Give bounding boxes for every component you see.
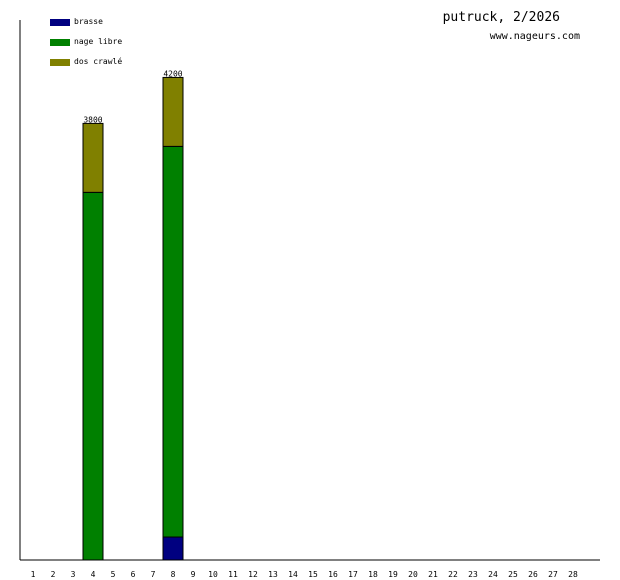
x-tick-label: 9 — [191, 570, 196, 579]
legend-swatch-nage-libre — [50, 39, 70, 46]
legend-swatch-dos-crawle — [50, 59, 70, 66]
x-tick-label: 28 — [568, 570, 578, 579]
x-tick-label: 16 — [328, 570, 338, 579]
x-tick-label: 13 — [268, 570, 278, 579]
legend-label-dos-crawle: dos crawlé — [74, 57, 123, 66]
bar-segment — [162, 76, 184, 147]
legend-label-nage-libre: nage libre — [74, 37, 123, 46]
bar-segment — [162, 145, 184, 538]
x-tick-label: 20 — [408, 570, 418, 579]
x-tick-label: 18 — [368, 570, 378, 579]
x-tick-label: 17 — [348, 570, 358, 579]
x-tick-label: 19 — [388, 570, 398, 579]
x-tick-label: 7 — [151, 570, 156, 579]
x-tick-label: 11 — [228, 570, 238, 579]
x-tick-label: 12 — [248, 570, 258, 579]
x-tick-label: 21 — [428, 570, 438, 579]
x-tick-label: 5 — [111, 570, 116, 579]
x-tick-label: 8 — [171, 570, 176, 579]
bar-segment — [82, 122, 104, 193]
x-tick-label: 10 — [208, 570, 218, 579]
x-tick-label: 14 — [288, 570, 298, 579]
x-tick-label: 24 — [488, 570, 498, 579]
x-tick-label: 1 — [31, 570, 36, 579]
x-tick-label: 27 — [548, 570, 558, 579]
chart-title: putruck, 2/2026 — [442, 10, 560, 25]
x-tick-label: 15 — [308, 570, 318, 579]
bar-total-label: 4200 — [163, 69, 182, 78]
legend-label-brasse: brasse — [74, 17, 103, 26]
bar-total-label: 3800 — [83, 115, 102, 124]
x-tick-label: 23 — [468, 570, 478, 579]
x-tick-label: 4 — [91, 570, 96, 579]
x-tick-label: 3 — [71, 570, 76, 579]
x-tick-label: 6 — [131, 570, 136, 579]
bar-segment — [162, 536, 184, 561]
bar-segment — [82, 191, 104, 561]
x-tick-label: 26 — [528, 570, 538, 579]
x-tick-label: 25 — [508, 570, 518, 579]
legend-swatch-brasse — [50, 19, 70, 26]
chart-subtitle: www.nageurs.com — [489, 31, 580, 42]
x-tick-label: 22 — [448, 570, 458, 579]
x-tick-label: 2 — [51, 570, 56, 579]
